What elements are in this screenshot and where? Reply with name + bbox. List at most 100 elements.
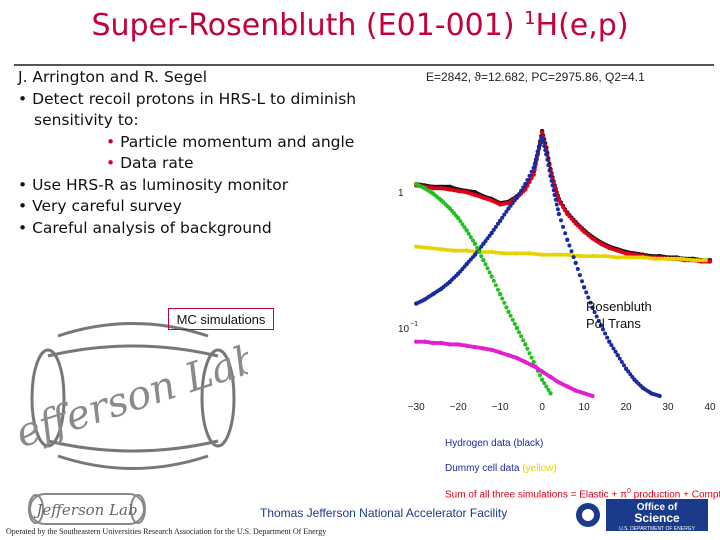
series-yellow bbox=[414, 244, 708, 263]
data-point bbox=[594, 314, 599, 319]
data-point bbox=[596, 318, 601, 323]
data-point bbox=[577, 273, 582, 278]
data-point bbox=[517, 330, 521, 335]
data-point bbox=[565, 252, 570, 257]
data-point bbox=[565, 237, 570, 242]
data-point bbox=[504, 305, 509, 310]
data-point bbox=[581, 254, 585, 259]
data-point bbox=[508, 313, 513, 318]
data-point bbox=[511, 251, 516, 256]
data-point bbox=[489, 249, 494, 255]
data-point bbox=[439, 247, 444, 252]
sub-bullet-dot: • bbox=[106, 154, 121, 172]
data-point bbox=[619, 360, 624, 364]
data-point bbox=[544, 152, 549, 157]
data-point bbox=[529, 169, 534, 174]
data-point bbox=[481, 258, 486, 263]
data-point bbox=[556, 211, 562, 217]
data-point bbox=[546, 387, 551, 392]
data-point bbox=[489, 230, 494, 236]
data-point bbox=[542, 144, 547, 148]
data-point bbox=[460, 222, 465, 227]
data-point bbox=[580, 279, 584, 284]
data-point bbox=[634, 255, 639, 260]
data-point bbox=[609, 254, 614, 259]
data-point bbox=[523, 181, 528, 187]
data-point bbox=[550, 183, 555, 188]
data-point bbox=[537, 146, 541, 151]
data-point bbox=[467, 249, 472, 253]
data-point bbox=[568, 253, 573, 258]
data-point bbox=[517, 192, 521, 197]
data-point bbox=[525, 346, 530, 351]
data-point bbox=[426, 245, 431, 251]
data-point bbox=[470, 249, 475, 254]
data-point bbox=[541, 140, 546, 144]
data-point bbox=[542, 381, 547, 386]
x-tick-label: 20 bbox=[620, 402, 632, 413]
y-tick-label: 10 bbox=[398, 324, 410, 335]
x-tick-label: −10 bbox=[492, 402, 509, 413]
series-blue bbox=[414, 135, 662, 399]
data-point bbox=[556, 198, 562, 203]
bullet-item: • Detect recoil protons in HRS-L to dimi… bbox=[18, 89, 357, 108]
data-point bbox=[483, 262, 488, 267]
data-point bbox=[464, 248, 469, 253]
plot-header: E=2842, ϑ=12.682, PC=2975.86, Q2=4.1 bbox=[426, 70, 645, 84]
data-point bbox=[521, 338, 526, 343]
bullet-dot: • bbox=[18, 89, 33, 108]
data-point bbox=[546, 252, 551, 257]
data-point bbox=[669, 256, 674, 261]
data-point bbox=[525, 178, 530, 182]
data-point bbox=[588, 300, 593, 305]
data-point bbox=[637, 255, 642, 260]
data-point bbox=[659, 256, 664, 261]
data-point bbox=[612, 255, 617, 260]
data-point bbox=[436, 246, 441, 251]
title-tail: H(e,p) bbox=[535, 8, 629, 43]
legend-simulations: Sum of all three simulations = Elastic +… bbox=[445, 488, 720, 501]
data-point bbox=[662, 256, 667, 261]
data-point bbox=[543, 252, 548, 257]
x-tick-label: 0 bbox=[539, 402, 545, 413]
sub-bullet-item: • Data rate bbox=[106, 154, 194, 172]
series-magenta bbox=[414, 339, 595, 399]
data-point bbox=[559, 201, 563, 206]
data-point bbox=[640, 255, 645, 260]
data-point bbox=[531, 359, 536, 365]
data-point bbox=[496, 250, 500, 255]
data-point bbox=[592, 310, 597, 315]
data-point bbox=[533, 252, 538, 256]
svg-text:Jefferson Lab: Jefferson Lab bbox=[33, 501, 137, 519]
footer-lab-name: Thomas Jefferson National Accelerator Fa… bbox=[260, 506, 508, 520]
data-point bbox=[491, 227, 496, 232]
data-point bbox=[521, 185, 526, 190]
title-rule bbox=[14, 64, 714, 66]
data-point bbox=[571, 255, 576, 260]
data-point bbox=[625, 255, 630, 260]
data-point bbox=[502, 300, 507, 305]
rosenbluth-label: Rosenbluth Pol Trans bbox=[586, 299, 652, 331]
data-point bbox=[538, 373, 542, 378]
data-point bbox=[559, 252, 563, 257]
plot-series bbox=[414, 128, 713, 399]
data-point bbox=[650, 256, 655, 261]
data-point bbox=[483, 250, 488, 254]
title-main: Super-Rosenbluth (E01-001) bbox=[91, 8, 525, 43]
data-point bbox=[555, 207, 560, 212]
data-point bbox=[533, 157, 538, 162]
data-point bbox=[497, 291, 503, 297]
data-point bbox=[448, 248, 453, 253]
y-tick-exponent: −1 bbox=[410, 321, 418, 328]
x-tick-label: 30 bbox=[662, 402, 674, 413]
data-point bbox=[462, 225, 467, 230]
data-point bbox=[707, 259, 713, 264]
data-point bbox=[518, 251, 523, 256]
bullet-item: • Careful analysis of background bbox=[18, 218, 272, 237]
data-point bbox=[493, 283, 498, 288]
data-point bbox=[429, 246, 434, 251]
data-point bbox=[519, 188, 524, 193]
data-point bbox=[697, 258, 702, 263]
doe-office-of-science-logo: Office of Science U.S. DEPARTMENT OF ENE… bbox=[576, 499, 708, 532]
